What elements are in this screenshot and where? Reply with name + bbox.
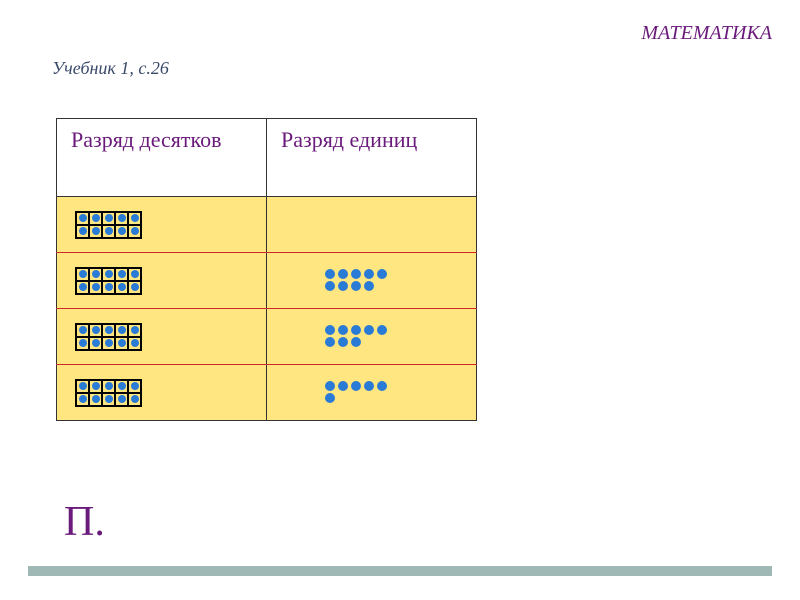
column-header-units: Разряд единиц xyxy=(267,119,477,197)
cell-units xyxy=(267,365,477,421)
ten-frame xyxy=(75,323,142,351)
table-row xyxy=(57,309,477,365)
table-row xyxy=(57,197,477,253)
cell-units xyxy=(267,309,477,365)
table-row xyxy=(57,253,477,309)
units-dots xyxy=(285,325,387,349)
ten-frame xyxy=(75,267,142,295)
ten-frame xyxy=(75,379,142,407)
bottom-bar xyxy=(28,566,772,576)
units-dots xyxy=(285,381,387,405)
cell-tens xyxy=(57,253,267,309)
ten-frame xyxy=(75,211,142,239)
units-dots xyxy=(285,269,387,293)
place-value-table: Разряд десятков Разряд единиц xyxy=(56,118,477,421)
cell-tens xyxy=(57,197,267,253)
cell-units xyxy=(267,253,477,309)
subject-label: МАТЕМАТИКА xyxy=(641,22,772,45)
column-header-tens: Разряд десятков xyxy=(57,119,267,197)
cell-units xyxy=(267,197,477,253)
footer-letter: П. xyxy=(64,498,105,546)
table-body xyxy=(57,197,477,421)
table-row xyxy=(57,365,477,421)
page-reference: Учебник 1, с.26 xyxy=(52,58,169,79)
cell-tens xyxy=(57,309,267,365)
cell-tens xyxy=(57,365,267,421)
